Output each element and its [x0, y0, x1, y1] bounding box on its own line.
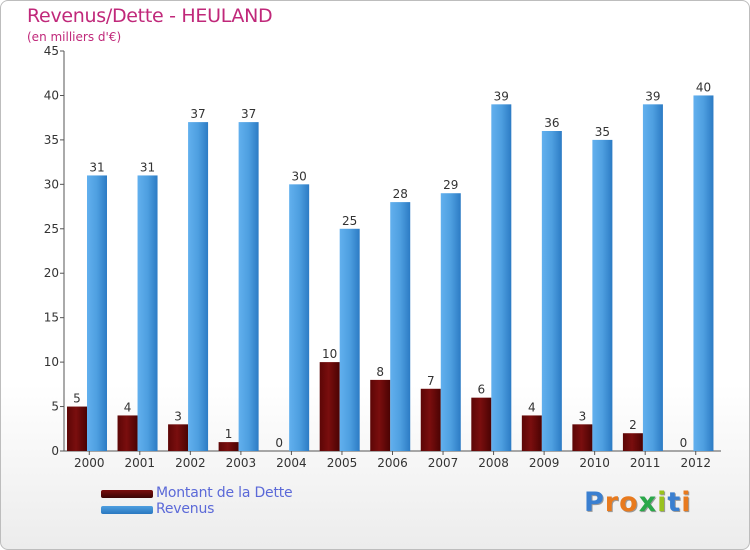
logo-letter: t — [667, 487, 682, 518]
bar-debt — [117, 415, 138, 451]
data-label-revenue: 35 — [595, 125, 610, 139]
bar-debt — [218, 442, 239, 451]
chart-title: Revenus/Dette - HEULAND — [27, 5, 273, 27]
bar-revenue — [491, 104, 512, 451]
data-label-debt: 4 — [528, 400, 536, 414]
data-label-revenue: 31 — [89, 160, 104, 174]
bar-debt — [471, 397, 492, 451]
bar-debt — [67, 406, 87, 451]
x-tick-label: 2009 — [529, 456, 560, 470]
x-tick-label: 2004 — [276, 456, 307, 470]
data-label-revenue: 30 — [292, 169, 307, 183]
data-label-revenue: 36 — [544, 116, 559, 130]
data-label-revenue: 40 — [696, 80, 711, 94]
x-tick-label: 2002 — [175, 456, 206, 470]
legend-swatch-debt — [101, 490, 153, 498]
y-tick-label: 40 — [44, 88, 59, 102]
bar-revenue — [289, 184, 310, 452]
data-label-revenue: 39 — [494, 89, 509, 103]
x-tick-label: 2000 — [74, 456, 105, 470]
data-label-revenue: 31 — [140, 160, 155, 174]
x-tick-label: 2005 — [327, 456, 358, 470]
y-tick-label: 25 — [44, 222, 59, 236]
data-label-debt: 5 — [73, 392, 81, 406]
data-label-debt: 1 — [225, 427, 233, 441]
bar-debt — [572, 424, 593, 451]
y-tick-label: 0 — [51, 444, 59, 458]
bar-debt — [420, 388, 441, 451]
data-label-revenue: 37 — [241, 107, 256, 121]
bar-debt — [319, 362, 340, 451]
legend-swatch-revenue — [101, 506, 153, 514]
y-tick-label: 30 — [44, 177, 59, 191]
x-tick-label: 2010 — [579, 456, 610, 470]
legend-label-debt: Montant de la Dette — [156, 485, 293, 501]
y-tick-label: 45 — [44, 44, 59, 58]
y-tick-label: 20 — [44, 266, 59, 280]
logo-letter: P — [584, 487, 605, 518]
bar-revenue — [339, 228, 360, 451]
data-label-debt: 8 — [376, 365, 384, 379]
bar-revenue — [592, 139, 613, 451]
bar-chart: 0510152025303540452000531200143120023372… — [44, 44, 721, 470]
y-tick-label: 35 — [44, 133, 59, 147]
data-label-debt: 7 — [427, 374, 435, 388]
data-label-debt: 0 — [275, 436, 283, 450]
data-label-revenue: 29 — [443, 178, 458, 192]
data-label-debt: 3 — [579, 409, 587, 423]
y-tick-label: 10 — [44, 355, 59, 369]
bar-revenue — [390, 202, 411, 451]
data-label-debt: 0 — [680, 436, 688, 450]
data-label-revenue: 37 — [190, 107, 205, 121]
bar-revenue — [238, 122, 259, 451]
bar-debt — [370, 379, 391, 451]
bar-revenue — [137, 175, 158, 451]
data-label-revenue: 39 — [645, 89, 660, 103]
data-label-debt: 3 — [174, 409, 182, 423]
x-tick-label: 2007 — [428, 456, 459, 470]
data-label-debt: 10 — [322, 347, 337, 361]
bar-revenue — [188, 122, 209, 451]
x-tick-label: 2001 — [125, 456, 156, 470]
data-label-debt: 4 — [124, 400, 132, 414]
logo-letter: o — [619, 487, 639, 518]
logo-letter: x — [638, 487, 658, 518]
x-tick-label: 2003 — [226, 456, 257, 470]
data-label-debt: 6 — [477, 383, 485, 397]
logo-letter: r — [604, 487, 620, 518]
bar-revenue — [642, 104, 663, 451]
bar-debt — [168, 424, 189, 451]
data-label-revenue: 25 — [342, 214, 357, 228]
y-tick-label: 15 — [44, 311, 59, 325]
logo-letter: i — [657, 487, 668, 518]
bar-debt — [622, 433, 643, 451]
data-label-revenue: 28 — [393, 187, 408, 201]
x-tick-label: 2012 — [680, 456, 711, 470]
bar-revenue — [541, 131, 562, 451]
data-label-debt: 2 — [629, 418, 637, 432]
bar-debt — [521, 415, 542, 451]
x-tick-label: 2008 — [478, 456, 509, 470]
bar-revenue — [693, 95, 714, 451]
bar-revenue — [87, 175, 107, 451]
bar-revenue — [440, 193, 461, 451]
x-tick-label: 2006 — [377, 456, 408, 470]
proxiti-logo: Proxiti — [584, 487, 692, 518]
y-tick-label: 5 — [51, 400, 59, 414]
chart-subtitle: (en milliers d'€) — [27, 30, 122, 44]
x-tick-label: 2011 — [630, 456, 661, 470]
legend-label-revenue: Revenus — [156, 501, 215, 517]
logo-letter: i — [681, 487, 692, 518]
